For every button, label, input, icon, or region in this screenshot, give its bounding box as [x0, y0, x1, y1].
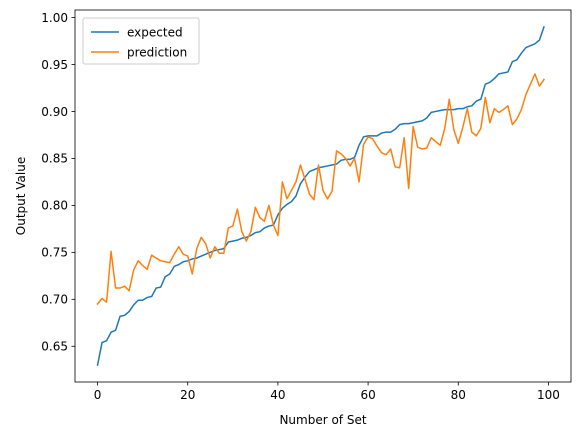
x-tick-label: 60 [360, 388, 375, 402]
legend-label-expected: expected [127, 25, 183, 39]
axes-frame [74, 9, 572, 383]
series-line-expected [96, 25, 545, 366]
series-layer [96, 25, 545, 366]
legend: expected prediction [82, 17, 200, 65]
y-tick-label: 0.75 [41, 246, 68, 260]
x-axis: 0 20 40 60 80 100 [94, 382, 560, 402]
x-tick-label: 80 [451, 388, 466, 402]
y-tick-label: 0.95 [41, 58, 68, 72]
x-axis-label: Number of Set [279, 413, 366, 427]
y-tick-label: 0.85 [41, 152, 68, 166]
x-tick-label: 0 [94, 388, 102, 402]
y-tick-label: 0.65 [41, 340, 68, 354]
plot-area [75, 10, 571, 382]
y-tick-label: 0.90 [41, 105, 68, 119]
y-tick-label: 0.70 [41, 293, 68, 307]
x-tick-label: 40 [270, 388, 285, 402]
y-tick-label: 0.80 [41, 199, 68, 213]
x-tick-label: 20 [180, 388, 195, 402]
y-axis-label: Output Value [14, 157, 28, 235]
axes-spines [74, 9, 572, 383]
y-tick-label: 1.00 [41, 11, 68, 25]
plot-background [75, 10, 571, 382]
legend-label-prediction: prediction [127, 45, 187, 59]
series-line-prediction [96, 73, 545, 306]
y-axis: 0.65 0.70 0.75 0.80 0.85 0.90 0.95 1.00 [41, 11, 75, 354]
x-tick-label: 100 [537, 388, 560, 402]
